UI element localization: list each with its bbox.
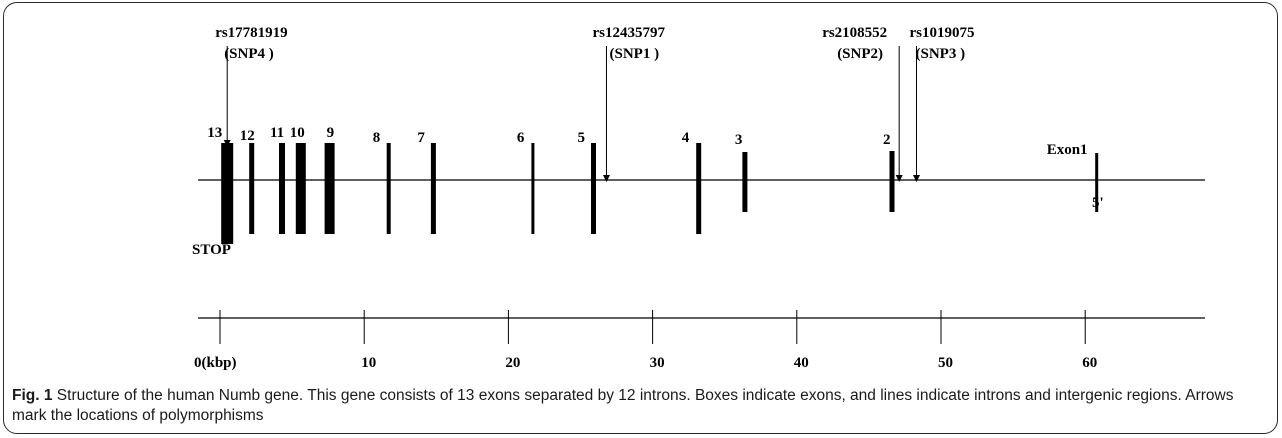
exon-label: 3 bbox=[735, 132, 743, 148]
exon-label: Exon1 bbox=[1047, 142, 1088, 158]
exon-label: 12 bbox=[240, 128, 255, 144]
exon-box bbox=[1095, 153, 1099, 212]
snp-rs-label: rs12435797 bbox=[593, 25, 666, 41]
exon-box bbox=[221, 143, 234, 244]
figure-frame bbox=[3, 2, 1278, 434]
figure-caption: Fig. 1 Structure of the human Numb gene.… bbox=[12, 386, 1272, 426]
exon-box bbox=[295, 143, 306, 234]
exon-box bbox=[279, 143, 285, 234]
snp-arrow-head bbox=[895, 175, 903, 182]
exon-label: 9 bbox=[327, 125, 335, 141]
scale-tick-label: 50 bbox=[938, 355, 953, 371]
exon-label: 11 bbox=[270, 125, 284, 141]
snp-rs-label: rs1019075 bbox=[910, 25, 975, 41]
scale-tick-label: 60 bbox=[1082, 355, 1097, 371]
exon-box bbox=[889, 151, 895, 212]
snp-arrow-head bbox=[912, 175, 920, 182]
snp-id-label: (SNP1 ) bbox=[610, 46, 660, 62]
snp-rs-label: rs17781919 bbox=[215, 25, 288, 41]
exon-label: 5 bbox=[578, 130, 586, 146]
numb-gene-diagram: 13 12 11 10 9 8 7 6 5 4 3 2 Exon1 rs17781919 (SNP4 ) r… bbox=[192, 25, 1205, 371]
caption-label: Fig. 1 bbox=[12, 387, 53, 404]
exon-label: 7 bbox=[417, 130, 425, 146]
exon-label: 13 bbox=[207, 125, 222, 141]
exon-label: 2 bbox=[883, 132, 891, 148]
caption-text: Structure of the human Numb gene. This g… bbox=[12, 387, 1234, 424]
exon-box bbox=[591, 143, 596, 234]
exon-box bbox=[696, 143, 702, 234]
exon-box bbox=[742, 152, 748, 212]
exon-box bbox=[531, 143, 535, 234]
exon-box bbox=[430, 143, 436, 234]
scale-tick-label: 20 bbox=[505, 355, 520, 371]
snp-arrow-head bbox=[602, 175, 610, 182]
five-prime-label: 5' bbox=[1092, 195, 1104, 211]
exon-label: 4 bbox=[682, 130, 690, 146]
scale-tick-label: 40 bbox=[794, 355, 809, 371]
exon-label: 8 bbox=[373, 130, 381, 146]
snp-id-label: (SNP3 ) bbox=[916, 46, 966, 62]
exon-box bbox=[386, 143, 391, 234]
snp-rs-label: rs2108552 bbox=[822, 25, 887, 41]
exon-box bbox=[324, 143, 335, 234]
exon-label: 6 bbox=[517, 130, 525, 146]
scale-tick-label: 30 bbox=[650, 355, 665, 371]
snp-arrow-head bbox=[223, 140, 231, 147]
snp-id-label: (SNP2) bbox=[837, 46, 883, 62]
exon-label: 10 bbox=[290, 125, 305, 141]
snp-id-label: (SNP4 ) bbox=[224, 46, 274, 62]
scale-tick-label: 0(kbp) bbox=[194, 355, 237, 371]
scale-tick-label: 10 bbox=[361, 355, 376, 371]
stop-label: STOP bbox=[192, 242, 231, 258]
exon-box bbox=[249, 143, 255, 234]
